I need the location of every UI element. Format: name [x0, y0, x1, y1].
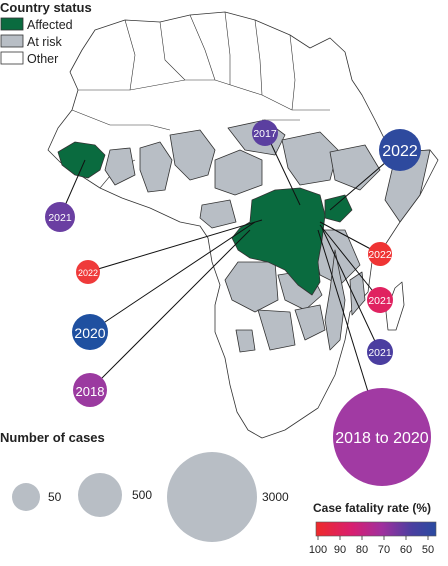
bubble-label: 2021 [368, 295, 392, 307]
legend-label-at-risk: At risk [27, 35, 62, 49]
cfr-tick-100: 100 [309, 544, 327, 556]
bubble-label: 2018 to 2020 [335, 430, 429, 447]
cfr-tick-90: 90 [334, 544, 346, 556]
bubble-circle [379, 129, 421, 171]
bubble-label: 2021 [48, 212, 72, 224]
legend-label-other: Other [27, 52, 58, 66]
uganda-region [324, 194, 353, 223]
cfr-tick-70: 70 [378, 544, 390, 556]
size-circle-3000 [167, 452, 257, 542]
size-circle-50 [12, 483, 40, 511]
outbreak-bubble-2021-east: 2021 [367, 287, 393, 313]
bubble-circle [76, 260, 100, 284]
africa-map [47, 11, 439, 439]
size-legend-title: Number of cases [0, 430, 105, 445]
bubble-label: 2018 [76, 384, 105, 399]
outbreak-bubble-2017: 2017 [252, 120, 278, 146]
legend-swatch-at-risk [0, 34, 24, 48]
size-circle-500 [78, 473, 122, 517]
size-label-3000: 3000 [262, 490, 289, 504]
bubble-label: 2021 [368, 347, 392, 359]
size-label-50: 50 [48, 490, 62, 504]
bubble-circle [368, 242, 392, 266]
case-size-legend: Number of cases 50 500 3000 [0, 430, 289, 542]
outbreak-bubble-2020: 2020 [72, 314, 108, 350]
bubble-circle [252, 120, 278, 146]
outbreak-bubble-2021-south: 2021 [367, 339, 393, 365]
cfr-tick-80: 80 [356, 544, 368, 556]
outbreak-bubble-2018-to-2020: 2018 to 2020 [333, 388, 431, 486]
legend-title: Country status [0, 0, 92, 15]
bubble-label: 2022 [368, 249, 392, 261]
affected-countries [57, 141, 353, 296]
bubble-label: 2017 [253, 128, 277, 140]
bubble-label: 2022 [382, 143, 418, 160]
bubble-label: 2022 [78, 268, 98, 278]
outbreak-bubble-2022-west: 2022 [76, 260, 100, 284]
outbreak-bubble-2018: 2018 [73, 373, 107, 407]
cfr-tick-60: 60 [400, 544, 412, 556]
bubble-circle [333, 388, 431, 486]
bubble-circle [72, 314, 108, 350]
outbreak-bubble-2021-west: 2021 [45, 202, 75, 232]
bubble-label: 2020 [74, 325, 105, 341]
legend-swatch-affected [0, 17, 24, 31]
bubble-circle [45, 202, 75, 232]
outbreak-bubble-2022-uganda: 2022 [368, 242, 392, 266]
bubble-circle [367, 287, 393, 313]
country-status-legend: Country status Affected At risk Other [0, 0, 92, 66]
legend-label-affected: Affected [27, 18, 73, 32]
cfr-legend-title: Case fatality rate (%) [313, 501, 431, 515]
cfr-tick-50: 50 [422, 544, 434, 556]
bubble-circle [73, 373, 107, 407]
at-risk-countries [104, 119, 431, 353]
size-label-500: 500 [132, 488, 152, 502]
cfr-colorbar [315, 521, 437, 537]
cfr-color-legend: Case fatality rate (%) 100 90 80 70 60 5… [309, 501, 437, 556]
bubble-circle [367, 339, 393, 365]
madagascar [385, 281, 405, 331]
outbreak-bubble-2022-east: 2022 [379, 129, 421, 171]
guinea-region [57, 141, 106, 179]
cfr-ticks [317, 536, 429, 540]
legend-swatch-other [0, 51, 24, 65]
outbreak-bubbles: 2017 2022 2021 2022 2021 2021 2022 2020 [45, 120, 431, 486]
